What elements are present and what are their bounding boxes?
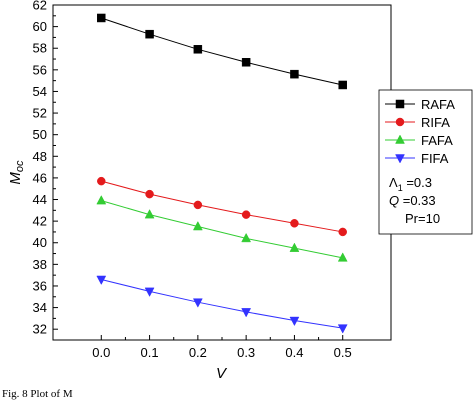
y-tick-label: 58 bbox=[33, 41, 47, 56]
data-point-fifa bbox=[289, 316, 300, 327]
y-tick-label: 48 bbox=[33, 149, 47, 164]
series-line-fafa bbox=[101, 200, 343, 259]
y-tick-label: 32 bbox=[33, 322, 47, 337]
y-tick-label: 42 bbox=[33, 214, 47, 229]
series-lines bbox=[101, 17, 343, 329]
data-point-rafa bbox=[97, 13, 106, 23]
data-point-rifa bbox=[193, 200, 203, 210]
data-point-rifa bbox=[338, 227, 347, 237]
data-point-rafa bbox=[145, 29, 154, 39]
y-tick-label: 50 bbox=[33, 127, 47, 142]
legend-marker-fifa bbox=[395, 154, 405, 164]
data-point-fifa bbox=[192, 298, 203, 308]
x-axis-title: V bbox=[216, 365, 228, 382]
data-point-rifa bbox=[97, 176, 106, 186]
data-point-rafa bbox=[241, 58, 251, 67]
svg-text:Moc: Moc bbox=[7, 160, 26, 185]
legend-annotation: Q =0.33 bbox=[389, 193, 436, 208]
data-point-rafa bbox=[290, 69, 299, 79]
legend-label-rifa: RIFA bbox=[421, 115, 450, 130]
series-line-fifa bbox=[101, 278, 343, 329]
data-point-rafa bbox=[193, 45, 203, 54]
series-line-rifa bbox=[101, 180, 343, 233]
data-point-fafa bbox=[241, 232, 252, 243]
x-tick-label: 0.0 bbox=[92, 345, 110, 360]
data-point-rafa bbox=[338, 80, 347, 90]
x-tick-label: 0.1 bbox=[141, 345, 159, 360]
y-tick-label: 36 bbox=[33, 278, 47, 293]
legend-marker-rafa bbox=[395, 99, 405, 109]
legend: RAFA RIFA FAFA FIFA Λ1 =0.3Q =0.33 Pr=10 bbox=[378, 89, 473, 235]
x-tick-label: 0.4 bbox=[285, 345, 303, 360]
data-point-fafa bbox=[144, 209, 155, 219]
y-axis-title-sub: oc bbox=[14, 160, 26, 172]
y-tick-label: 52 bbox=[33, 106, 47, 121]
legend-annotation: Λ1 =0.3 bbox=[389, 175, 432, 193]
x-tick-label: 0.3 bbox=[237, 345, 255, 360]
x-tick-label: 0.5 bbox=[334, 345, 352, 360]
y-tick-label: 54 bbox=[33, 84, 47, 99]
legend-box bbox=[378, 89, 473, 235]
y-axis-title-main: M bbox=[7, 172, 24, 185]
x-tick-label: 0.2 bbox=[189, 345, 207, 360]
data-point-rifa bbox=[290, 219, 299, 228]
y-axis-title: Moc bbox=[7, 160, 26, 185]
y-tick-label: 34 bbox=[33, 300, 47, 315]
tick-marks bbox=[53, 4, 344, 340]
y-tick-label: 56 bbox=[33, 62, 47, 77]
data-point-fafa bbox=[289, 242, 300, 252]
data-point-fafa bbox=[337, 252, 348, 262]
data-point-fifa bbox=[96, 275, 107, 286]
y-tick-label: 46 bbox=[33, 170, 47, 185]
series-line-rafa bbox=[101, 17, 343, 86]
legend-label-fafa: FAFA bbox=[421, 133, 453, 148]
data-point-fafa bbox=[192, 220, 203, 231]
data-point-fifa bbox=[144, 287, 155, 297]
y-tick-label: 44 bbox=[33, 192, 47, 207]
y-tick-label: 38 bbox=[33, 257, 47, 272]
y-tick-label: 62 bbox=[33, 0, 47, 13]
data-point-fifa bbox=[241, 308, 252, 318]
legend-label-fifa: FIFA bbox=[421, 151, 449, 166]
y-tick-label: 40 bbox=[33, 235, 47, 250]
series-markers bbox=[96, 13, 348, 334]
data-point-fafa bbox=[96, 195, 107, 205]
legend-annotation: Pr=10 bbox=[405, 211, 440, 226]
y-tick-label: 60 bbox=[33, 19, 47, 34]
tick-labels: 0.0 0.1 0.2 0.3 0.4 0.5 32 34 36 38 40 42 44 46 48 50 52… bbox=[33, 0, 352, 360]
legend-marker-rifa bbox=[395, 117, 405, 127]
plot-frame bbox=[52, 4, 392, 341]
figure-caption: Fig. 8 Plot of M bbox=[2, 388, 73, 400]
legend-label-rafa: RAFA bbox=[421, 97, 455, 112]
data-point-rifa bbox=[241, 210, 251, 219]
data-point-rifa bbox=[145, 189, 154, 199]
legend-marker-fafa bbox=[395, 134, 405, 144]
data-point-fifa bbox=[337, 324, 348, 334]
